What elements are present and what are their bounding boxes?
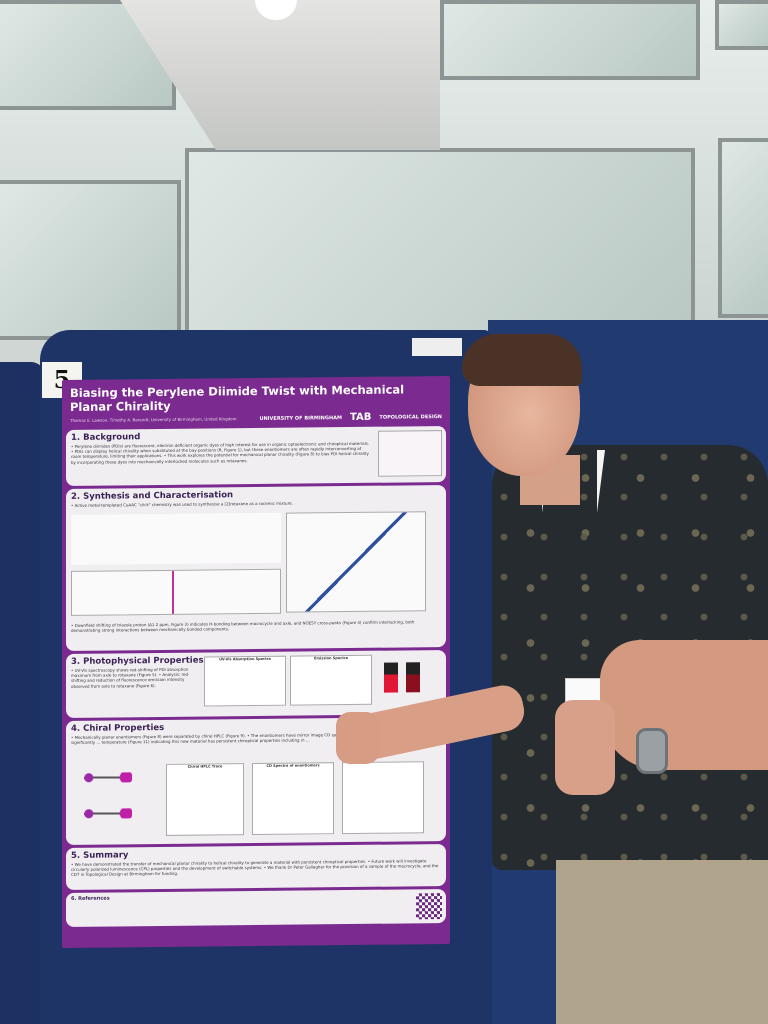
figure-emission: Emission Spectra <box>290 654 372 706</box>
section-text: • We have demonstrated the transfer of m… <box>71 858 439 878</box>
figure-title: UV-Vis Absorption Spectra <box>219 656 271 662</box>
figure-title: Chiral HPLC Trace <box>187 764 223 769</box>
poster-authors: Thomas E. Lawson, Timothy A. Barendt, Un… <box>70 416 237 423</box>
rotaxane-cartoon <box>84 772 132 783</box>
person-hair <box>462 334 582 386</box>
figure-noesy <box>286 511 426 613</box>
qr-code <box>416 893 442 920</box>
notice-label <box>412 338 462 356</box>
poster-title: Biasing the Perylene Diimide Twist with … <box>70 382 405 414</box>
section-title: 6. References <box>71 895 110 902</box>
section-text: • Downfield shifting of triazole proton … <box>71 619 415 634</box>
figure-cd-spectra: CD Spectra of enantiomers <box>252 762 334 836</box>
window <box>440 0 700 80</box>
section-photophysical: 3. Photophysical Properties • UV-Vis spe… <box>66 650 446 718</box>
figure-nmr-spectra <box>71 568 281 616</box>
figure-vt-cd <box>342 761 424 835</box>
section-synthesis: 2. Synthesis and Characterisation • Acti… <box>66 485 446 651</box>
logo-topological-design: TOPOLOGICAL DESIGN <box>379 413 442 421</box>
figure-chiral-hplc: Chiral HPLC Trace <box>166 763 244 836</box>
figure-title: Emission Spectra <box>314 656 348 661</box>
vial-axle <box>384 662 398 693</box>
window <box>718 138 768 318</box>
ceiling-light <box>255 0 297 20</box>
person-trousers <box>556 860 768 1024</box>
logo-tab: TAB <box>350 411 372 424</box>
window <box>185 148 695 340</box>
figure-title: CD Spectra of enantiomers <box>266 763 320 768</box>
window <box>0 180 181 340</box>
research-poster: Biasing the Perylene Diimide Twist with … <box>62 375 450 949</box>
rotaxane-cartoon <box>84 808 132 819</box>
wristwatch <box>636 728 668 774</box>
display-board <box>0 362 45 1024</box>
vial-rotaxane <box>406 662 420 693</box>
section-text: • Perylene diimides (PDIs) are fluoresce… <box>71 440 370 465</box>
figure-synthesis-scheme <box>71 512 281 565</box>
logo-birmingham: UNIVERSITY OF BIRMINGHAM <box>259 414 342 422</box>
window <box>715 0 768 50</box>
thumbs-up-hand <box>336 712 380 764</box>
person-arm <box>600 640 768 770</box>
thumbs-up-hand <box>555 700 615 795</box>
section-references: 6. References <box>66 889 446 927</box>
section-text: • UV-Vis spectroscopy shows red-shifting… <box>71 666 190 689</box>
logos: UNIVERSITY OF BIRMINGHAM TAB TOPOLOGICAL… <box>259 411 442 424</box>
section-summary: 5. Summary • We have demonstrated the tr… <box>66 844 446 890</box>
section-background: 1. Background • Perylene diimides (PDIs)… <box>66 426 446 486</box>
figure-pdi-structure <box>378 430 442 477</box>
figure-uv-vis: UV-Vis Absorption Spectra <box>204 655 286 707</box>
